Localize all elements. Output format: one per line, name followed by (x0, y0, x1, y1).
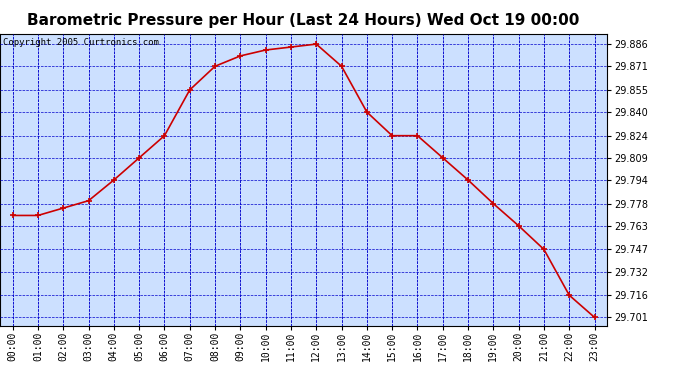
Text: Barometric Pressure per Hour (Last 24 Hours) Wed Oct 19 00:00: Barometric Pressure per Hour (Last 24 Ho… (28, 13, 580, 28)
Text: Copyright 2005 Curtronics.com: Copyright 2005 Curtronics.com (3, 38, 159, 47)
